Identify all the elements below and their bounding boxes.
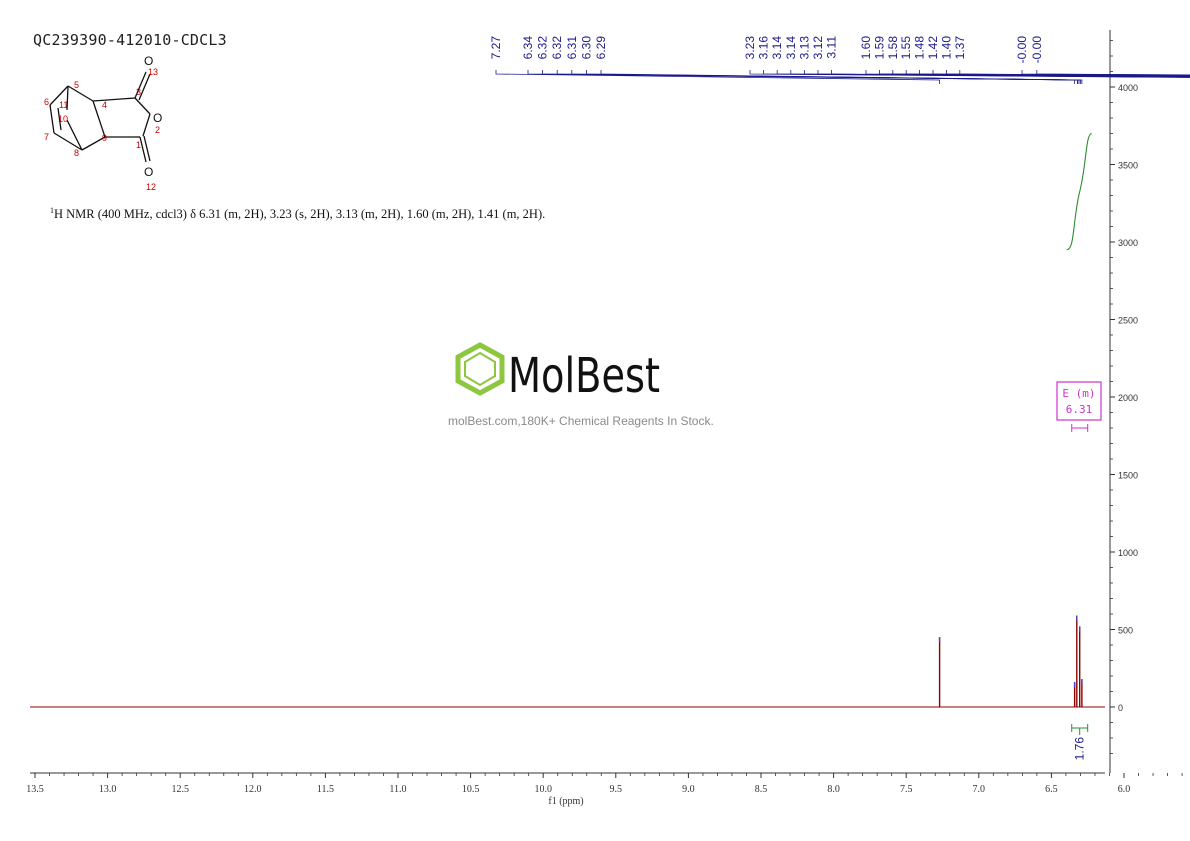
x-tick-label: 6.5 — [1045, 784, 1058, 795]
peak-label-connector — [959, 70, 1190, 77]
atom-label-7: 7 — [44, 132, 49, 142]
atom-label-9: 9 — [102, 133, 107, 143]
atom-label-1: 1 — [136, 140, 141, 150]
y-tick-label: 4000 — [1118, 83, 1138, 93]
x-tick-label: 8.5 — [755, 784, 768, 795]
peak-label: 3.12 — [811, 36, 825, 60]
integral-curve — [1066, 132, 1092, 251]
x-tick-label: 12.5 — [171, 784, 189, 795]
y-tick-label: 3500 — [1118, 161, 1138, 171]
x-tick-label: 12.0 — [244, 784, 262, 795]
atom-label-8: 8 — [74, 148, 79, 158]
x-tick-label: 11.0 — [389, 784, 406, 795]
peak-label-connector — [946, 70, 1190, 77]
y-tick-label: 3000 — [1118, 238, 1138, 248]
x-tick-label: 7.5 — [900, 784, 913, 795]
logo-wordmark: MolBest — [508, 348, 660, 402]
atom-label-13: 13 — [148, 67, 158, 77]
integral-value: 1.76 — [1073, 737, 1087, 761]
sample-title: QC239390-412010-CDCL3 — [33, 31, 227, 49]
x-tick-label: 9.0 — [682, 784, 695, 795]
y-tick-label: 1500 — [1118, 471, 1138, 481]
nmr-summary-text: 1H NMR (400 MHz, cdcl3) δ 6.31 (m, 2H), … — [50, 206, 545, 222]
x-tick-label: 13.0 — [99, 784, 117, 795]
peak-label-connector — [905, 70, 1190, 77]
peak-label: 6.31 — [565, 36, 579, 60]
peak-label: 6.29 — [594, 36, 608, 60]
molbest-logo: MolBest — [455, 342, 660, 402]
peak-label-connector — [892, 70, 1190, 77]
peak-label: 1.59 — [872, 36, 886, 60]
molecule-bonds — [49, 71, 151, 163]
atom-label-o-ring: O — [153, 111, 162, 125]
peak-label: -0.00 — [1030, 36, 1044, 64]
peak-label: 1.40 — [939, 36, 953, 60]
peak-label: 1.60 — [859, 36, 873, 60]
x-tick-label: 8.0 — [827, 784, 840, 795]
peak-label: 1.58 — [886, 36, 900, 60]
x-tick-label: 9.5 — [610, 784, 623, 795]
watermark-url-text: molBest.com,180K+ Chemical Reagents In S… — [448, 414, 714, 428]
multiplet-box — [1056, 381, 1102, 421]
y-tick-label: 1000 — [1118, 548, 1138, 558]
peak-label: 1.42 — [926, 36, 940, 60]
x-tick-label: 11.5 — [317, 784, 334, 795]
x-tick-label: 10.5 — [462, 784, 480, 795]
peak-label: 3.13 — [797, 36, 811, 60]
chart-root: 13.5 13.0 12.5 12.0 11.5 11.0 10.5 10.0 9.5 9.0 8.… — [26, 30, 1190, 807]
atom-label-4: 4 — [102, 100, 107, 110]
atom-label-2: 2 — [155, 125, 160, 135]
peak-label: 1.48 — [913, 36, 927, 60]
y-tick-label: 2000 — [1118, 393, 1138, 403]
peak-label-connector — [1021, 70, 1190, 76]
peak-label: 1.37 — [953, 36, 967, 60]
x-tick-label: 7.0 — [973, 784, 986, 795]
x-tick-label: 6.0 — [1118, 784, 1131, 795]
peak-label: 1.55 — [899, 36, 913, 60]
peak-label-connector — [831, 70, 1190, 78]
atom-label-10: 10 — [58, 114, 68, 124]
multiplet-label: E (m) — [1062, 387, 1095, 400]
peak-label: 3.11 — [825, 36, 839, 59]
peak-label-connector — [879, 70, 1190, 77]
peak-label: 3.23 — [743, 36, 757, 60]
benzene-logo-icon — [455, 342, 505, 396]
x-axis-label: f1 (ppm) — [548, 796, 583, 807]
peak-label: 6.32 — [536, 36, 550, 60]
nmr-summary-body: H NMR (400 MHz, cdcl3) δ 6.31 (m, 2H), 3… — [54, 207, 546, 222]
peak-label-connector — [919, 70, 1190, 77]
peak-label-connector — [1036, 70, 1190, 76]
atom-label-3: 3 — [136, 87, 141, 97]
peak-label-connector — [865, 70, 1190, 77]
multiplet-shift: 6.31 — [1066, 403, 1093, 416]
peak-label: 6.34 — [521, 36, 535, 60]
peak-label: 3.14 — [784, 36, 798, 60]
molecule-structure: 13 O 3 5 4 6 11 O 2 10 7 9 1 8 O 12 — [44, 54, 162, 192]
peak-label: -0.00 — [1015, 36, 1029, 64]
atom-label-11: 11 — [59, 100, 68, 110]
peak-label: 6.30 — [579, 36, 593, 60]
y-tick-label: 0 — [1118, 703, 1123, 713]
atom-label-o-carbonyl-bottom: O — [144, 165, 153, 179]
peak-label-connector — [932, 70, 1190, 77]
peak-label-connector — [817, 70, 1190, 78]
atom-label-12: 12 — [146, 182, 156, 192]
y-tick-label: 2500 — [1118, 316, 1138, 326]
peak-label-connector — [600, 70, 1083, 84]
peak-label: 6.32 — [550, 36, 564, 60]
peak-label: 3.16 — [757, 36, 771, 60]
x-tick-label: 13.5 — [26, 784, 44, 795]
atom-label-6: 6 — [44, 97, 49, 107]
peak-label: 7.27 — [489, 36, 503, 60]
peak-label-connector — [495, 70, 940, 84]
atom-label-o-carbonyl-top: O — [144, 54, 153, 68]
nucleus-superscript: 1 — [50, 206, 54, 215]
y-tick-label: 500 — [1118, 626, 1133, 636]
atom-label-5: 5 — [74, 80, 79, 90]
peak-label: 3.14 — [770, 36, 784, 60]
x-tick-label: 10.0 — [534, 784, 552, 795]
